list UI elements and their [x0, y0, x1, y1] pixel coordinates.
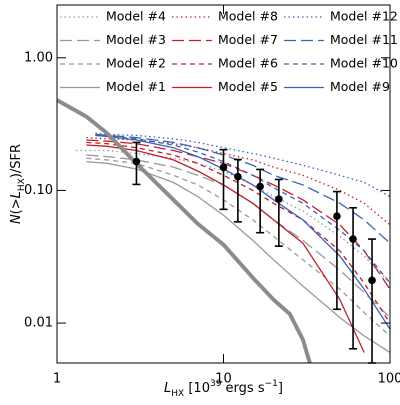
- x-axis-label-part: −1: [265, 379, 278, 389]
- legend-item: Model #4: [60, 9, 166, 24]
- data-point: [349, 235, 357, 243]
- legend-item: Model #7: [172, 32, 278, 47]
- x-axis-label-part: 39: [210, 379, 222, 389]
- data-point: [333, 212, 341, 220]
- series-line: [76, 149, 390, 284]
- x-axis-label-part: L: [164, 381, 171, 396]
- series-line: [95, 132, 390, 198]
- error-bar: [233, 158, 242, 223]
- error-bar: [274, 178, 283, 247]
- error-bar: [332, 190, 341, 311]
- y-axis-label-part: (>: [9, 198, 24, 214]
- x-axis-label: LHX [1039 ergs s−1]: [164, 379, 283, 399]
- legend-label: Model #1: [106, 79, 166, 94]
- y-axis-label-part: N: [9, 214, 24, 224]
- x-axis-label-part: [10: [184, 381, 210, 396]
- y-axis-label-part: HX: [17, 178, 27, 191]
- legend-label: Model #6: [218, 56, 278, 71]
- legend-label: Model #3: [106, 32, 166, 47]
- legend-label: Model #5: [218, 79, 278, 94]
- series-line: [86, 160, 390, 354]
- legend-label: Model #8: [218, 9, 278, 24]
- legend-item: Model #3: [60, 32, 166, 47]
- legend-item: Model #2: [60, 56, 166, 71]
- series-line: [57, 98, 312, 363]
- legend-label: Model #12: [330, 9, 398, 24]
- data-point: [368, 276, 376, 285]
- x-tick-label: 1: [53, 372, 61, 387]
- series-line: [86, 141, 390, 324]
- error-bar: [256, 168, 265, 234]
- error-bar: [349, 206, 358, 350]
- legend-label: Model #10: [330, 56, 398, 71]
- x-tick-label: 100: [378, 372, 400, 387]
- y-tick-label: 1.00: [24, 50, 53, 65]
- legend-item: Model #9: [284, 79, 390, 94]
- legend-item: Model #12: [284, 9, 398, 24]
- legend-label: Model #2: [106, 56, 166, 71]
- data-point: [132, 157, 141, 166]
- y-tick-label: 0.10: [24, 183, 53, 198]
- y-axis-label: N(>LHX)/SFR: [9, 144, 27, 224]
- legend-label: Model #9: [330, 79, 390, 94]
- legend-item: Model #11: [284, 32, 398, 47]
- data-point: [234, 172, 242, 181]
- series-line: [95, 133, 390, 244]
- x-tick-label: 10: [215, 372, 232, 387]
- data-point: [275, 195, 283, 203]
- data-point: [219, 163, 228, 172]
- y-tick-label: 0.01: [24, 316, 53, 331]
- error-bar: [219, 148, 228, 211]
- legend-item: Model #8: [172, 9, 278, 24]
- legend-item: Model #10: [284, 56, 398, 71]
- data-point: [256, 182, 264, 191]
- legend-label: Model #11: [330, 32, 398, 47]
- x-axis-label-part: ergs s: [221, 381, 264, 396]
- y-axis-label-part: )/SFR: [9, 144, 24, 178]
- legend-item: Model #1: [60, 79, 166, 94]
- x-axis-label-part: HX: [171, 389, 184, 399]
- legend-item: Model #6: [172, 56, 278, 71]
- legend-label: Model #4: [106, 9, 166, 24]
- y-axis-label-part: L: [9, 191, 24, 198]
- legend-label: Model #7: [218, 32, 278, 47]
- legend-item: Model #5: [172, 79, 278, 94]
- x-axis-label-part: ]: [278, 381, 283, 396]
